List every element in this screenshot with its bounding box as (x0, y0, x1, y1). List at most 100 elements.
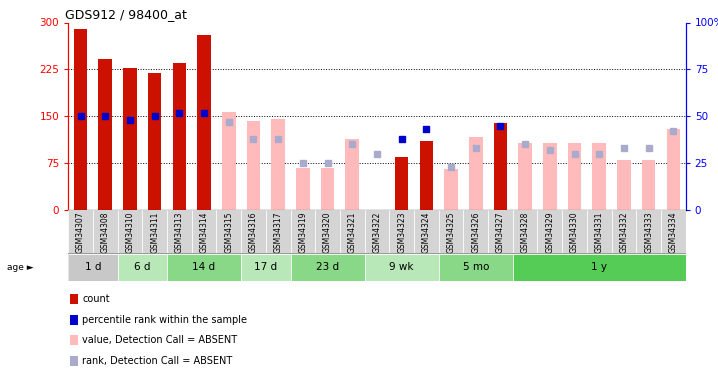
Text: GSM34319: GSM34319 (299, 211, 307, 253)
Text: 6 d: 6 d (134, 262, 151, 272)
Bar (666, 129, 680, 210)
Text: GSM34332: GSM34332 (620, 211, 628, 253)
Bar (167, 254, 241, 280)
Bar (617, 160, 630, 210)
Bar (192, 210, 216, 253)
Text: GSM34330: GSM34330 (570, 211, 579, 253)
Bar (642, 160, 656, 210)
Bar (222, 112, 236, 210)
Text: GSM34316: GSM34316 (249, 211, 258, 253)
Bar (167, 210, 192, 253)
Text: 1 d: 1 d (85, 262, 101, 272)
Bar (463, 210, 488, 253)
Bar (197, 35, 211, 210)
Text: GSM34313: GSM34313 (175, 211, 184, 253)
Text: GSM34327: GSM34327 (496, 211, 505, 253)
Text: GSM34322: GSM34322 (373, 211, 381, 253)
Bar (93, 210, 118, 253)
Bar (345, 140, 359, 210)
Text: GSM34323: GSM34323 (397, 211, 406, 253)
Bar (271, 119, 285, 210)
Text: GSM34314: GSM34314 (200, 211, 208, 253)
Bar (444, 170, 458, 210)
Text: GSM34320: GSM34320 (323, 211, 332, 253)
Bar (488, 210, 513, 253)
Bar (291, 210, 315, 253)
Text: GSM34331: GSM34331 (595, 211, 604, 253)
Bar (340, 210, 365, 253)
Bar (266, 210, 291, 253)
Text: 9 wk: 9 wk (389, 262, 414, 272)
Bar (538, 210, 562, 253)
Bar (439, 210, 463, 253)
Bar (118, 254, 167, 280)
Text: rank, Detection Call = ABSENT: rank, Detection Call = ABSENT (83, 356, 233, 366)
Bar (291, 254, 365, 280)
Bar (247, 121, 260, 210)
Text: GSM34307: GSM34307 (76, 211, 85, 253)
Bar (439, 254, 513, 280)
Text: GSM34308: GSM34308 (101, 211, 110, 253)
Bar (70, 294, 78, 304)
Text: age ►: age ► (7, 263, 34, 272)
Bar (587, 210, 612, 253)
Bar (68, 254, 118, 280)
Text: GSM34311: GSM34311 (150, 211, 159, 253)
Bar (296, 168, 309, 210)
Bar (562, 210, 587, 253)
Text: 1 y: 1 y (591, 262, 607, 272)
Text: GDS912 / 98400_at: GDS912 / 98400_at (65, 8, 187, 21)
Text: GSM34315: GSM34315 (224, 211, 233, 253)
Bar (68, 210, 93, 253)
Text: GSM34310: GSM34310 (126, 211, 134, 253)
Bar (494, 123, 507, 210)
Text: value, Detection Call = ABSENT: value, Detection Call = ABSENT (83, 335, 238, 345)
Text: 17 d: 17 d (254, 262, 277, 272)
Bar (118, 210, 142, 253)
Text: GSM34321: GSM34321 (348, 211, 357, 253)
Bar (365, 210, 389, 253)
Bar (395, 157, 409, 210)
Bar (592, 142, 606, 210)
Bar (414, 210, 439, 253)
Text: GSM34329: GSM34329 (546, 211, 554, 253)
Text: GSM34324: GSM34324 (422, 211, 431, 253)
Text: percentile rank within the sample: percentile rank within the sample (83, 315, 247, 325)
Text: 23 d: 23 d (316, 262, 339, 272)
Bar (636, 210, 661, 253)
Bar (321, 168, 335, 210)
Bar (543, 142, 556, 210)
Bar (142, 210, 167, 253)
Bar (661, 210, 686, 253)
Text: 5 mo: 5 mo (462, 262, 489, 272)
Bar (216, 210, 241, 253)
Text: GSM34334: GSM34334 (669, 211, 678, 253)
Bar (70, 315, 78, 325)
Text: 14 d: 14 d (192, 262, 215, 272)
Bar (389, 210, 414, 253)
Text: GSM34317: GSM34317 (274, 211, 283, 253)
Bar (513, 210, 538, 253)
Bar (612, 210, 636, 253)
Text: GSM34325: GSM34325 (447, 211, 455, 253)
Bar (518, 142, 532, 210)
Bar (123, 68, 136, 210)
Bar (365, 254, 439, 280)
Bar (419, 141, 433, 210)
Bar (148, 72, 162, 210)
Bar (98, 59, 112, 210)
Bar (568, 142, 582, 210)
Bar (513, 254, 686, 280)
Bar (469, 137, 482, 210)
Bar (172, 63, 186, 210)
Bar (241, 254, 291, 280)
Text: GSM34333: GSM34333 (644, 211, 653, 253)
Text: GSM34328: GSM34328 (521, 211, 530, 253)
Bar (241, 210, 266, 253)
Bar (70, 335, 78, 345)
Text: count: count (83, 294, 110, 304)
Bar (74, 29, 88, 210)
Text: GSM34326: GSM34326 (471, 211, 480, 253)
Bar (315, 210, 340, 253)
Bar (70, 356, 78, 366)
